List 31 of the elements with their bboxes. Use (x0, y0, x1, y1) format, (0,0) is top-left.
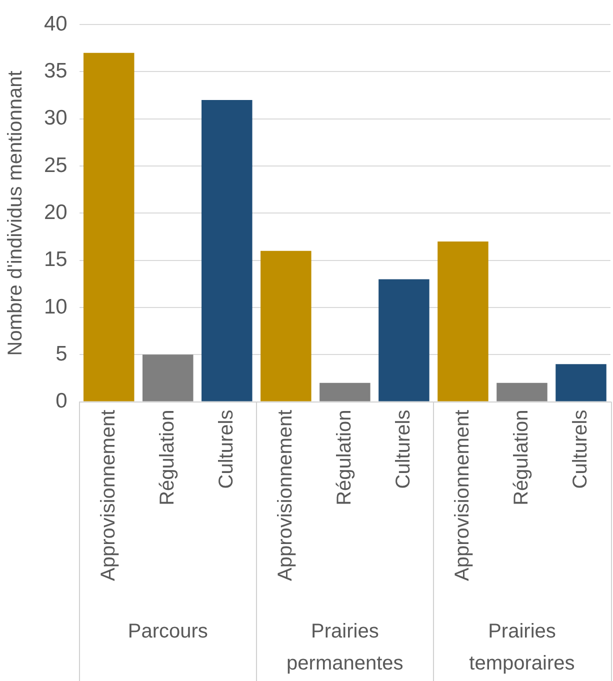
x-tick-label: Régulation (510, 410, 532, 506)
y-tick-label: 5 (56, 342, 68, 366)
y-tick-label: 25 (44, 154, 68, 177)
text: Prairies permanentes (286, 620, 404, 675)
y-axis-title: Nombre d'individus mentionnant (4, 70, 27, 356)
bar (83, 52, 134, 402)
text: Prairies temporaires (469, 620, 575, 675)
y-tick-label: 0 (56, 390, 68, 413)
bar (202, 100, 252, 402)
text: Parcours (128, 620, 208, 643)
y-tick-label: 15 (44, 248, 68, 272)
x-tick-label: Culturels (215, 410, 238, 489)
y-tick-label: 20 (44, 200, 68, 224)
bar (496, 382, 548, 402)
x-tick-label: Approvisionnement (274, 409, 296, 582)
bar (438, 241, 488, 402)
bar (320, 382, 370, 402)
x-tick-label: Approvisionnement (451, 409, 474, 582)
x-tick-label: Culturels (392, 410, 414, 489)
bar (260, 250, 312, 402)
y-tick-label: 40 (44, 12, 68, 36)
x-tick-label: Approvisionnement (97, 409, 120, 582)
bar (378, 279, 430, 402)
y-tick-label: 30 (44, 106, 68, 130)
y-tick-label: 35 (44, 60, 68, 83)
x-tick-label: Régulation (156, 410, 178, 506)
y-tick-label: 10 (44, 295, 68, 318)
x-tick-label: Régulation (333, 410, 356, 506)
bar (556, 364, 606, 402)
x-tick-label: Culturels (570, 410, 592, 489)
bar (142, 354, 194, 402)
